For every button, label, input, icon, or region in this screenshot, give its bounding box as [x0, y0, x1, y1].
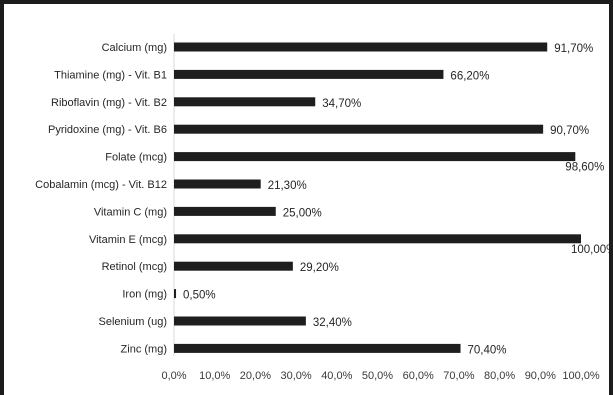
category-label: Folate (mcg) — [105, 152, 167, 164]
category-label: Vitamin E (mcg) — [89, 234, 167, 246]
data-label: 90,70% — [550, 125, 589, 137]
x-tick-label: 50,0% — [362, 370, 393, 382]
data-label: 91,70% — [554, 43, 593, 55]
bar — [174, 152, 576, 162]
x-tick-label: 10,0% — [199, 370, 230, 382]
category-label: Iron (mg) — [122, 289, 167, 301]
x-tick-label: 40,0% — [321, 370, 352, 382]
category-label: Calcium (mg) — [102, 42, 167, 54]
data-label: 100,00% — [571, 244, 609, 256]
category-label: Thiamine (mg) - Vit. B1 — [54, 69, 167, 81]
data-label: 21,30% — [268, 180, 307, 192]
x-tick-label: 90,0% — [525, 370, 556, 382]
bar — [174, 343, 461, 353]
bar — [174, 179, 261, 189]
bar — [174, 206, 276, 216]
bar — [174, 261, 293, 271]
category-label: Riboflavin (mg) - Vit. B2 — [51, 97, 167, 109]
category-label: Zinc (mg) — [121, 343, 167, 355]
data-label: 25,00% — [283, 207, 322, 219]
bar-chart: Calcium (mg) 91,70% Thiamine (mg) - Vit. B… — [35, 34, 609, 382]
data-label: 98,60% — [565, 162, 604, 174]
x-tick-label: 20,0% — [240, 370, 271, 382]
bar — [174, 289, 177, 299]
data-label: 70,40% — [468, 344, 507, 356]
bar — [174, 316, 306, 326]
data-label: 34,70% — [322, 98, 361, 110]
category-label: Pyridoxine (mg) - Vit. B6 — [48, 124, 167, 136]
data-label: 32,40% — [313, 317, 352, 329]
category-label: Vitamin C (mg) — [94, 206, 167, 218]
bar — [174, 69, 444, 79]
category-label: Retinol (mcg) — [102, 261, 167, 273]
x-tick-label: 70,0% — [443, 370, 474, 382]
bar — [174, 42, 548, 52]
x-tick-label: 0,0% — [161, 370, 186, 382]
bar — [174, 234, 581, 244]
x-tick-label: 80,0% — [484, 370, 515, 382]
category-label: Selenium (ug) — [99, 316, 167, 328]
x-tick-label: 60,0% — [403, 370, 434, 382]
bar — [174, 124, 544, 134]
category-label: Cobalamin (mcg) - Vit. B12 — [35, 179, 167, 191]
bar — [174, 97, 316, 107]
x-tick-label: 30,0% — [280, 370, 311, 382]
x-tick-label: 100,0% — [562, 370, 600, 382]
data-label: 29,20% — [300, 262, 339, 274]
data-label: 0,50% — [183, 290, 216, 302]
data-label: 66,20% — [450, 70, 489, 82]
